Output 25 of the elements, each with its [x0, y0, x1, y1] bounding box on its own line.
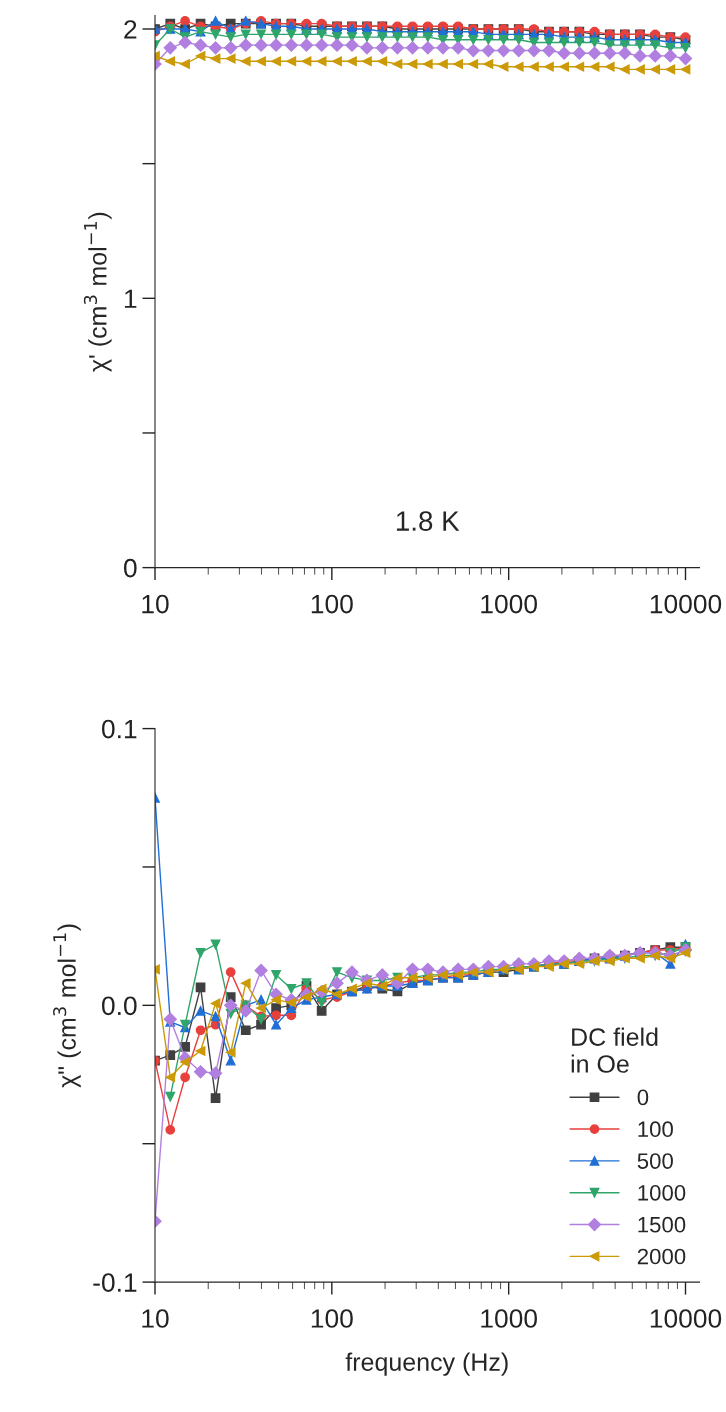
- legend-label: 0: [637, 1089, 649, 1106]
- y-tick-label: 0.1: [101, 719, 137, 739]
- x-tick-label: 10000: [650, 1309, 722, 1328]
- legend-label: 100: [638, 1121, 673, 1138]
- x-tick-label: 1000: [481, 594, 537, 614]
- legend-label: 1000: [638, 1184, 686, 1201]
- legend-label: 1500: [638, 1216, 686, 1233]
- y-tick-label: 0: [124, 558, 137, 578]
- y-tick-label: 2: [124, 20, 137, 39]
- x-tick-label: 1000: [481, 1309, 537, 1328]
- y-tick-label: -0.1: [93, 1273, 137, 1292]
- legend-label: 2000: [637, 1248, 686, 1265]
- x-tick-label: 10: [142, 594, 169, 614]
- x-axis-title: frequency (Hz): [345, 1352, 508, 1376]
- y-tick-label: 1: [124, 289, 137, 308]
- y-tick-label: 0.0: [101, 996, 137, 1016]
- x-tick-label: 10000: [650, 594, 722, 614]
- y-axis-title: χ" (cm$^{3}$ mol$^{−1}$): [53, 924, 81, 1088]
- y-axis-title: χ' (cm$^{3}$ mol$^{−1}$): [83, 212, 112, 372]
- legend-title: DC field in Oe: [571, 1027, 658, 1073]
- x-tick-label: 10: [142, 1309, 169, 1328]
- x-tick-label: 100: [311, 594, 353, 614]
- legend-label: 500: [637, 1153, 673, 1169]
- annotation: 1.8 K: [396, 511, 460, 531]
- x-tick-label: 100: [311, 1309, 353, 1328]
